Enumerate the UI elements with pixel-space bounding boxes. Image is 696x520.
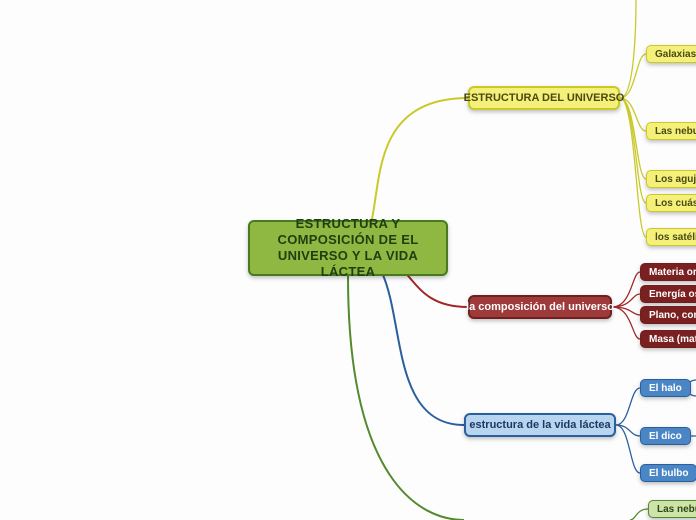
leaf-bulbo[interactable]: El bulbo (640, 464, 696, 482)
branch-estructura-universo[interactable]: ESTRUCTURA DEL UNIVERSO (468, 86, 620, 110)
root-node[interactable]: ESTRUCTURA Y COMPOSICIÓN DE EL UNIVERSO … (248, 220, 448, 276)
leaf-plano[interactable]: Plano, con un (640, 306, 696, 324)
leaf-nebulosas-2[interactable]: Las nebulosas (648, 500, 696, 518)
mindmap-canvas: { "colors": { "root_bg": "#8fb843", "roo… (0, 0, 696, 520)
leaf-materia[interactable]: Materia ordinaria (640, 263, 696, 281)
leaf-nebulosas[interactable]: Las nebulosas (646, 122, 696, 140)
leaf-halo[interactable]: El halo (640, 379, 691, 397)
leaf-satelites[interactable]: los satélites (646, 228, 696, 246)
branch-estructura-via-lactea[interactable]: estructura de la vida láctea (464, 413, 616, 437)
leaf-dico[interactable]: El dico (640, 427, 691, 445)
leaf-masa[interactable]: Masa (materia) (640, 330, 696, 348)
leaf-agujeros[interactable]: Los agujeros (646, 170, 696, 188)
leaf-energia[interactable]: Energía oscura (640, 285, 696, 303)
branch-composicion-universo[interactable]: la composición del universo (468, 295, 612, 319)
leaf-galaxias[interactable]: Galaxias (646, 45, 696, 63)
leaf-cuasares[interactable]: Los cuásares (646, 194, 696, 212)
